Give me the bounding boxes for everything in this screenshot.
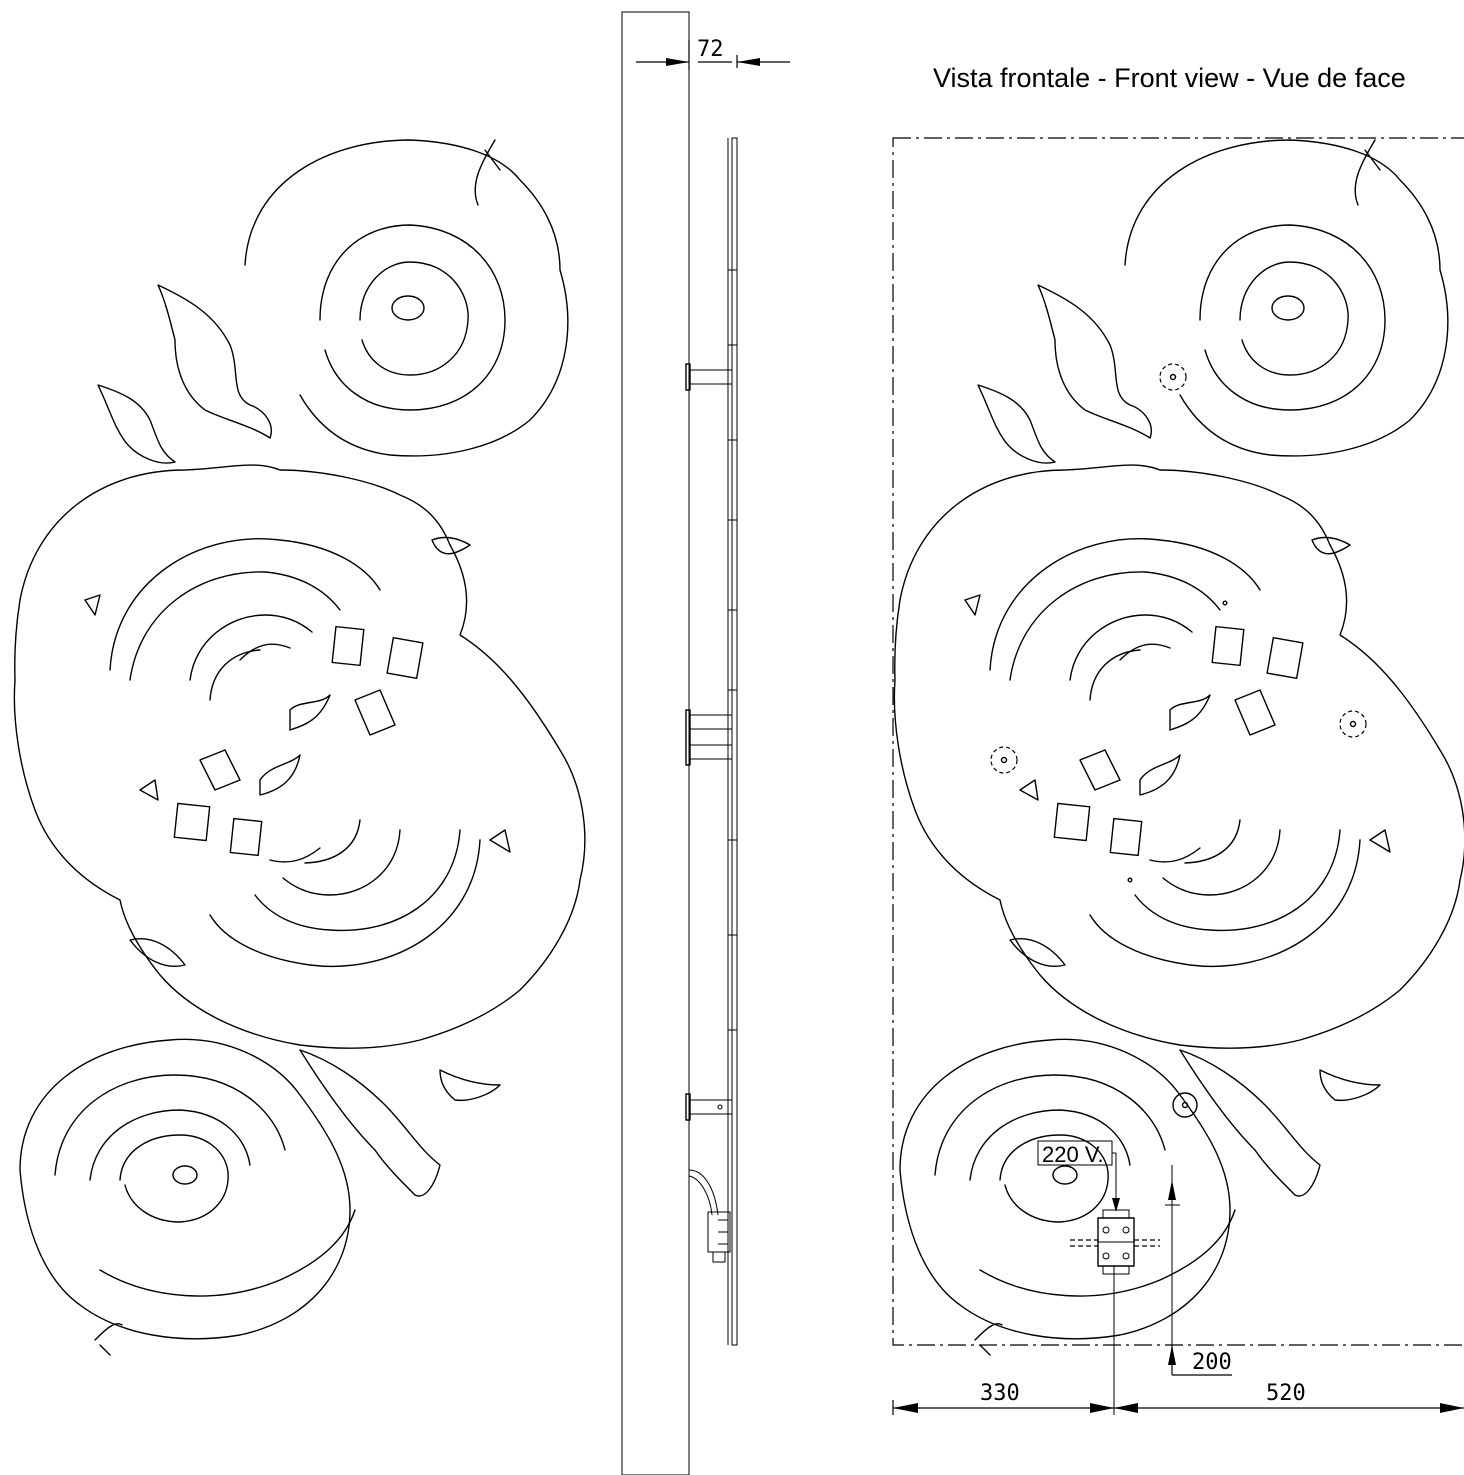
front-view: Vista frontale - Front view - Vue de fac… xyxy=(892,63,1464,1415)
height-dimension: 200 xyxy=(1168,1180,1232,1376)
height-label: 200 xyxy=(1192,1350,1232,1375)
voltage-callout: 220 V. xyxy=(1037,1140,1120,1212)
left-offset-label: 330 xyxy=(980,1381,1020,1406)
mounting-point-top xyxy=(1159,363,1187,391)
wall-bracket-bottom xyxy=(685,1093,733,1121)
view-title: Vista frontale - Front view - Vue de fac… xyxy=(933,63,1406,93)
voltage-label: 220 V. xyxy=(1042,1142,1104,1167)
radiator-silhouette-front xyxy=(893,139,1464,1356)
mounting-point-right xyxy=(1339,710,1367,738)
depth-dimension: 72 xyxy=(636,37,790,70)
mounting-point-bottom xyxy=(1172,1092,1198,1118)
mounting-point-left xyxy=(990,746,1018,774)
horizontal-dimensions: 330 520 xyxy=(892,1381,1464,1415)
right-offset-label: 520 xyxy=(1266,1381,1306,1406)
radiator-panel-side xyxy=(731,137,738,1346)
electrical-connection-box xyxy=(1070,1209,1160,1275)
depth-label: 72 xyxy=(697,37,724,62)
wall-bracket-top xyxy=(685,363,733,391)
wall-section xyxy=(621,11,690,1475)
wall-bracket-middle xyxy=(685,709,733,766)
radiator-silhouette-left xyxy=(13,139,586,1356)
side-view: 72 xyxy=(621,11,790,1475)
front-view-boundary xyxy=(892,137,1464,1346)
power-cable xyxy=(688,1169,731,1263)
